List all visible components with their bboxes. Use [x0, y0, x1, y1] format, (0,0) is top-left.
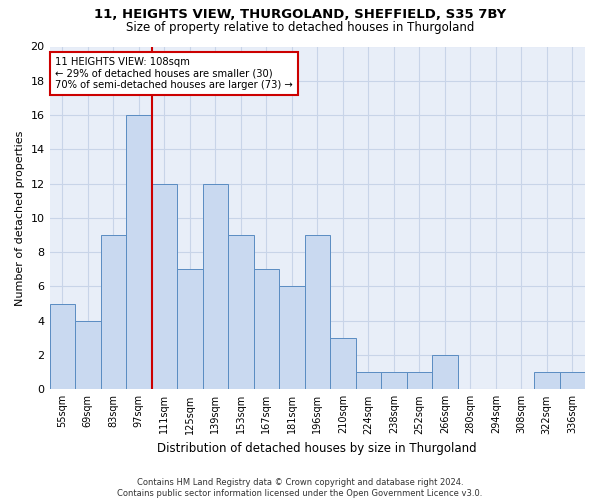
Bar	[152, 184, 177, 390]
Bar	[356, 372, 381, 390]
Bar	[305, 235, 330, 390]
X-axis label: Distribution of detached houses by size in Thurgoland: Distribution of detached houses by size …	[157, 442, 477, 455]
Bar	[203, 184, 228, 390]
Bar	[177, 270, 203, 390]
Bar	[432, 355, 458, 390]
Bar	[50, 304, 75, 390]
Text: 11, HEIGHTS VIEW, THURGOLAND, SHEFFIELD, S35 7BY: 11, HEIGHTS VIEW, THURGOLAND, SHEFFIELD,…	[94, 8, 506, 20]
Bar	[279, 286, 305, 390]
Bar	[330, 338, 356, 390]
Bar	[101, 235, 126, 390]
Bar	[560, 372, 585, 390]
Bar	[254, 270, 279, 390]
Text: Size of property relative to detached houses in Thurgoland: Size of property relative to detached ho…	[126, 21, 474, 34]
Y-axis label: Number of detached properties: Number of detached properties	[15, 130, 25, 306]
Bar	[407, 372, 432, 390]
Bar	[126, 115, 152, 390]
Text: 11 HEIGHTS VIEW: 108sqm
← 29% of detached houses are smaller (30)
70% of semi-de: 11 HEIGHTS VIEW: 108sqm ← 29% of detache…	[55, 57, 293, 90]
Bar	[228, 235, 254, 390]
Bar	[75, 320, 101, 390]
Text: Contains HM Land Registry data © Crown copyright and database right 2024.
Contai: Contains HM Land Registry data © Crown c…	[118, 478, 482, 498]
Bar	[534, 372, 560, 390]
Bar	[381, 372, 407, 390]
